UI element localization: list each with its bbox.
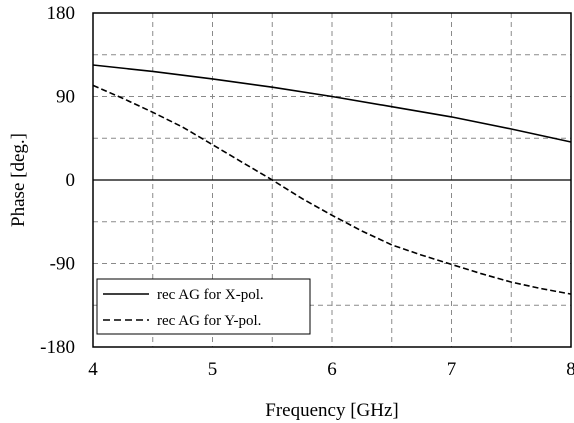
- legend-label-y-pol: rec AG for Y-pol.: [157, 313, 261, 329]
- series-layer: [92, 64, 572, 295]
- y-tick-label: -180: [40, 337, 75, 358]
- legend-label-x-pol: rec AG for X-pol.: [157, 287, 264, 303]
- y-tick-label: -90: [50, 254, 75, 275]
- x-tick-label: 8: [566, 359, 574, 380]
- x-tick-label: 4: [88, 359, 98, 380]
- y-tick-label: 90: [56, 87, 75, 108]
- plot-frame: [92, 12, 572, 348]
- y-tick-label: 0: [66, 170, 76, 191]
- tick-labels: 180 90 0 -90 -180 4 5 6 7 8: [40, 3, 574, 380]
- x-tick-label: 6: [327, 359, 337, 380]
- x-tick-label: 7: [447, 359, 457, 380]
- x-axis-label: Frequency [GHz]: [265, 400, 398, 421]
- y-tick-label: 180: [47, 3, 76, 24]
- series-line-y-pol: [92, 84, 572, 295]
- legend: rec AG for X-pol. rec AG for Y-pol.: [96, 278, 311, 335]
- series-line-x-pol: [92, 64, 572, 143]
- y-axis-label: Phase [deg.]: [8, 133, 29, 227]
- legend-box: [96, 278, 311, 335]
- x-tick-label: 5: [208, 359, 218, 380]
